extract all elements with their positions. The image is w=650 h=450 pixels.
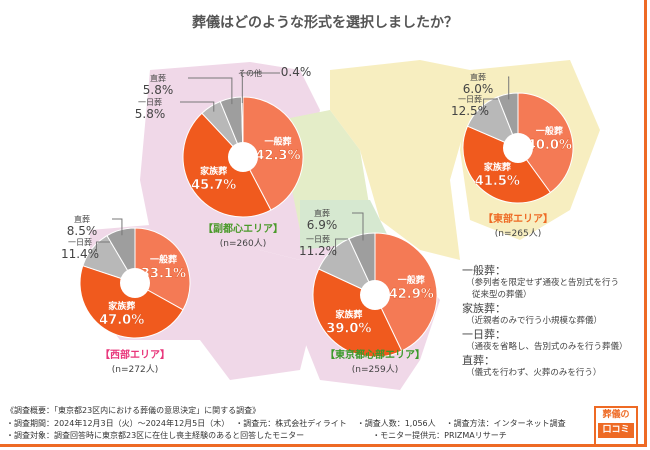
slice-value-label: 11.4% bbox=[61, 247, 99, 261]
footer-period: ・調査期間：2024年12月3日（火）～2024年12月5日（木） bbox=[6, 418, 226, 428]
slice-category-label: 一般葬 bbox=[536, 125, 563, 137]
slice-category-label: 一日葬 bbox=[458, 94, 482, 104]
slice-category-label: 家族葬 bbox=[484, 161, 511, 173]
slice-category-label: 家族葬 bbox=[335, 308, 362, 320]
area-title: 【副都心エリア】 bbox=[203, 222, 283, 235]
slice-category-label: 直葬 bbox=[314, 208, 330, 218]
legend-term: 直葬： bbox=[462, 354, 495, 367]
footer-source: ・調査元：株式会社ディライト bbox=[235, 418, 347, 428]
pie-slice bbox=[79, 265, 184, 339]
slice-category-label: 家族葬 bbox=[200, 165, 227, 177]
slice-category-label: 直葬 bbox=[470, 72, 486, 82]
slice-value-label: 11.2% bbox=[299, 244, 337, 258]
pie-hole bbox=[503, 133, 533, 163]
legend-desc: 従来型の葬儀） bbox=[472, 290, 532, 300]
pie-slice bbox=[242, 96, 304, 211]
pie-slice bbox=[134, 227, 191, 311]
slice-category-label: 一日葬 bbox=[138, 97, 162, 107]
slice-value-label: 41.5% bbox=[475, 174, 520, 189]
slice-value-label: 6.9% bbox=[307, 218, 338, 232]
pie-slice bbox=[106, 227, 136, 285]
sample-size: (n=260人) bbox=[220, 238, 266, 249]
legend-term: 家族葬： bbox=[462, 302, 506, 315]
pie-hole bbox=[360, 280, 390, 310]
leader-line bbox=[241, 72, 280, 104]
slice-category-label: その他 bbox=[238, 68, 262, 78]
slice-value-label: 6.0% bbox=[463, 82, 494, 96]
slice-value-label: 39.0% bbox=[326, 321, 371, 336]
slice-value-label: 12.5% bbox=[451, 104, 489, 118]
slice-value-label: 5.8% bbox=[135, 107, 166, 121]
slice-value-label: 42.9% bbox=[389, 287, 434, 302]
sample-size: (n=272人) bbox=[112, 364, 158, 375]
sample-size: (n=265人) bbox=[495, 228, 541, 239]
pie-slice bbox=[312, 268, 403, 358]
slice-category-label: 家族葬 bbox=[108, 300, 135, 312]
legend-desc: （近親者のみで行う小規模な葬儀） bbox=[466, 316, 603, 326]
legend-desc: （儀式を行わず、火葬のみを行う） bbox=[466, 368, 602, 378]
slice-value-label: 0.4% bbox=[281, 65, 312, 79]
logo-top: 葬儀の bbox=[602, 410, 630, 420]
survey-footer: 《調査概要：「東京都23区内における葬儀の意思決定」に関する調査》 ・調査期間：… bbox=[6, 405, 576, 443]
leader-line bbox=[508, 76, 510, 100]
slice-value-label: 33.1% bbox=[141, 266, 186, 281]
slice-category-label: 一般葬 bbox=[150, 253, 177, 265]
pie-slice bbox=[374, 232, 438, 352]
leader-line bbox=[188, 77, 233, 105]
logo-bottom: 口コミ bbox=[598, 423, 634, 438]
slice-category-label: 一日葬 bbox=[306, 234, 330, 244]
slice-value-label: 8.5% bbox=[67, 224, 98, 238]
leader-line bbox=[180, 101, 215, 112]
leader-line bbox=[95, 241, 110, 252]
slice-category-label: 一日葬 bbox=[68, 237, 92, 247]
slice-value-label: 47.0% bbox=[99, 313, 144, 328]
slice-category-label: 直葬 bbox=[74, 214, 90, 224]
leader-line bbox=[352, 212, 364, 241]
footer-heading: 《調査概要：「東京都23区内における葬儀の意思決定」に関する調査》 bbox=[6, 406, 261, 415]
slice-category-label: 一般葬 bbox=[398, 274, 425, 286]
pie-slice bbox=[517, 92, 574, 194]
leader-line bbox=[335, 238, 348, 256]
footer-count: ・調査人数：1,056人 bbox=[356, 418, 436, 428]
legend-desc: （参列者を限定せず通夜と告別式を行う bbox=[466, 278, 620, 288]
legend-term: 一日葬： bbox=[462, 328, 506, 341]
pie-slice bbox=[182, 112, 272, 218]
slice-category-label: 一般葬 bbox=[264, 135, 291, 147]
area-title: 【東京都心部エリア】 bbox=[325, 348, 425, 361]
footer-method: ・調査方法：インターネット調査 bbox=[445, 418, 566, 428]
area-title: 【西部エリア】 bbox=[100, 348, 170, 361]
leader-line bbox=[112, 218, 123, 236]
pie-hole bbox=[228, 142, 258, 172]
pie-slice bbox=[462, 125, 552, 204]
pie-slice bbox=[348, 232, 376, 296]
legend-desc: （通夜を省略し、告別式のみを行う葬儀） bbox=[466, 342, 628, 352]
logo: 葬儀の 口コミ bbox=[594, 406, 638, 446]
sample-size: (n=259人) bbox=[352, 364, 398, 375]
legend-term: 一般葬： bbox=[462, 264, 506, 277]
slice-value-label: 40.0% bbox=[527, 138, 572, 153]
slice-value-label: 45.7% bbox=[191, 178, 236, 193]
footer-provider: ・モニター提供元：PRIZMAリサーチ bbox=[372, 431, 507, 440]
pie-hole bbox=[120, 268, 150, 298]
slice-value-label: 42.3% bbox=[255, 148, 300, 163]
legend: 一般葬： （参列者を限定せず通夜と告別式を行う 従来型の葬儀） 家族葬： （近親… bbox=[462, 263, 628, 379]
slice-category-label: 直葬 bbox=[150, 73, 166, 83]
chart-title: 葬儀はどのような形式を選択しましたか？ bbox=[192, 15, 458, 31]
area-title: 【東部エリア】 bbox=[483, 212, 553, 225]
footer-target: ・調査対象：調査回答時に東京都23区に在住し喪主経験のあると回答したモニター bbox=[6, 431, 305, 440]
slice-value-label: 5.8% bbox=[143, 83, 174, 97]
leader-line bbox=[483, 98, 500, 113]
